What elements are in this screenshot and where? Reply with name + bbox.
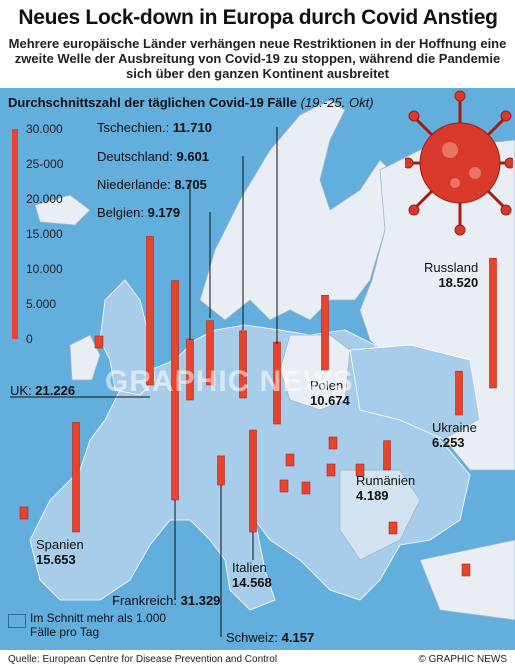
label-uk-value: 21.226: [35, 383, 76, 398]
label-uk: UK: 21.226: [10, 383, 75, 398]
map-turkey: [419, 539, 515, 621]
label-russia-name: Russland: [424, 260, 479, 275]
label-italy: Italien 14.568: [232, 560, 272, 590]
map-balkans: [339, 469, 421, 561]
label-netherlands-value: 8.705: [174, 177, 207, 192]
bar-minor: [285, 453, 295, 467]
label-belgium: Belgien: 9.179: [97, 205, 180, 220]
y-tick-label: 25-000: [26, 157, 64, 171]
bar-italien: [249, 429, 257, 533]
source-note: Quelle: European Centre for Disease Prev…: [8, 654, 278, 665]
bar-minor: [388, 521, 398, 535]
chart-heading-note: (19.-25. Okt): [300, 95, 374, 110]
label-spain-name: Spanien: [36, 537, 84, 552]
y-tick-label: 30.000: [26, 122, 63, 136]
map-poland: [279, 334, 351, 411]
label-spain: Spanien 15.653: [36, 537, 84, 567]
label-russia-value: 18.520: [438, 275, 479, 290]
bar-polen: [321, 294, 329, 371]
bar-ukraine: [455, 370, 463, 416]
label-netherlands: Niederlande: 8.705: [97, 177, 207, 192]
bar-minor: [328, 436, 338, 450]
label-france-value: 31.329: [180, 593, 221, 608]
y-tick-label: 20.000: [26, 192, 63, 206]
scale-bar-rect: [12, 129, 18, 339]
label-france: Frankreich: 31.329: [112, 593, 220, 608]
label-germany: Deutschland: 9.601: [97, 149, 209, 164]
credit: © GRAPHIC NEWS: [418, 654, 508, 665]
label-czechia-value: 11.710: [172, 120, 212, 135]
bar-belgien: [206, 320, 214, 386]
y-tick-label: 5.000: [26, 297, 57, 311]
label-spain-value: 15.653: [36, 552, 76, 567]
label-czechia: Tschechien.: 11.710: [97, 120, 212, 135]
bar-minor: [94, 335, 104, 349]
label-belgium-value: 9.179: [147, 205, 181, 220]
bar-minor: [326, 463, 336, 477]
bar-uk: [146, 236, 154, 386]
label-france-name: Frankreich:: [112, 593, 181, 608]
chart-heading-title: Durchschnittszahl der täglichen Covid-19…: [8, 95, 297, 110]
legend-swatch: [8, 614, 26, 628]
virus-icon: [405, 90, 513, 236]
bar-deutschland: [239, 330, 247, 399]
bar-rumänien: [383, 440, 391, 471]
bar-spanien: [72, 422, 80, 533]
y-tick-label: 15.000: [26, 227, 63, 241]
label-netherlands-name: Niederlande:: [97, 177, 175, 192]
label-poland-value: 10.674: [310, 393, 350, 408]
watermark: GRAPHIC NEWS: [105, 365, 354, 398]
label-germany-value: 9.601: [176, 149, 210, 164]
label-ukraine-value: 6.253: [432, 435, 465, 450]
label-italy-name: Italien: [232, 560, 267, 575]
label-romania: Rumänien 4.189: [356, 473, 415, 503]
bar-minor: [461, 563, 471, 577]
bar-schweiz: [217, 455, 225, 486]
label-uk-name: UK:: [10, 383, 36, 398]
chart-subtitle: Mehrere europäische Länder verhängen neu…: [8, 36, 507, 81]
label-belgium-name: Belgien:: [97, 205, 148, 220]
label-italy-value: 14.568: [232, 575, 272, 590]
bar-minor: [301, 481, 311, 495]
label-czechia-name: Tschechien.:: [97, 120, 173, 135]
map-scandinavia: [199, 99, 396, 321]
footer: [0, 650, 515, 671]
label-switzerland-value: 4.157: [281, 630, 315, 645]
bar-minor: [19, 506, 29, 520]
y-tick-label: 0: [26, 332, 33, 346]
chart-heading: Durchschnittszahl der täglichen Covid-19…: [8, 95, 374, 110]
label-switzerland-name: Schweiz:: [226, 630, 282, 645]
label-romania-value: 4.189: [356, 488, 389, 503]
label-russia: Russland 18.520: [424, 260, 478, 290]
map-ireland: [69, 334, 101, 381]
map-uk: [99, 279, 156, 396]
y-tick-label: 10.000: [26, 262, 63, 276]
label-ukraine-name: Ukraine: [432, 420, 477, 435]
legend-text: Im Schnitt mehr als 1.000 Fälle pro Tag: [30, 611, 167, 639]
label-romania-name: Rumänien: [356, 473, 416, 488]
map-iceland: [34, 194, 91, 226]
label-germany-name: Deutschland:: [97, 149, 177, 164]
label-switzerland: Schweiz: 4.157: [226, 630, 314, 645]
bar-minor: [355, 463, 365, 477]
chart-title: Neues Lock-down in Europa durch Covid An…: [18, 6, 498, 29]
bar-minor: [279, 479, 289, 493]
label-poland-name: Polen: [310, 378, 344, 393]
label-poland: Polen 10.674: [310, 378, 350, 408]
bar-russland: [489, 258, 497, 389]
label-ukraine: Ukraine 6.253: [432, 420, 477, 450]
map-ukraine: [349, 344, 481, 441]
